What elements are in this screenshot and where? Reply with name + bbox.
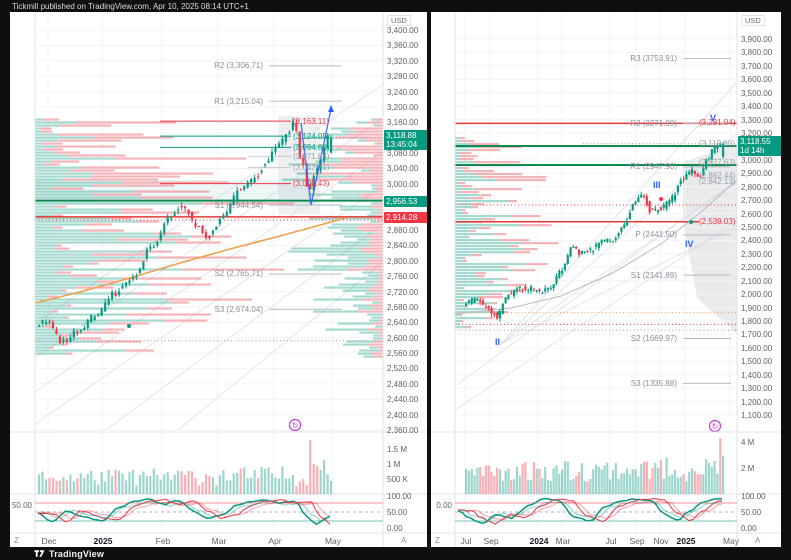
current-price-tag: 3,118.88 13:45:04 [384, 130, 427, 151]
current-price-tag: 3,118.55 1d 14h [738, 135, 781, 156]
footer-bar: TradingView [0, 547, 791, 560]
chart-canvas[interactable]: ↻ [431, 12, 781, 547]
axis-unit-label: USD [387, 15, 411, 26]
chart-panel-weekly[interactable]: ↻ USD 3,900.00 3,800.00 3,700.00 3,600.00 3,50… [431, 12, 781, 547]
attribution-bar: Tickmill published on TradingView.com, A… [12, 1, 249, 12]
axis-unit-label: USD [741, 15, 765, 26]
svg-text:↻: ↻ [712, 422, 719, 431]
chart-panel-daily[interactable]: ↻ USD 3,400.00 3,360.00 3,320.00 3,280.00 3,24… [10, 12, 427, 547]
axis-tag: 2,956.53 [384, 195, 427, 207]
brand-text: TradingView [49, 548, 105, 559]
current-price-countdown: 13:45:04 [386, 140, 418, 150]
tradingview-logo-icon[interactable] [34, 548, 45, 559]
svg-text:↻: ↻ [292, 421, 299, 430]
axis-tag: 2,914.28 [384, 211, 427, 223]
attribution-text: Tickmill published on TradingView.com, A… [12, 2, 249, 11]
current-price-countdown: 1d 14h [740, 145, 765, 155]
circular-arrow-icon [288, 418, 302, 432]
current-price-value: 3,118.55 [740, 136, 771, 146]
chart-canvas[interactable]: ↻ [10, 12, 427, 547]
current-price-value: 3,118.88 [386, 131, 417, 141]
